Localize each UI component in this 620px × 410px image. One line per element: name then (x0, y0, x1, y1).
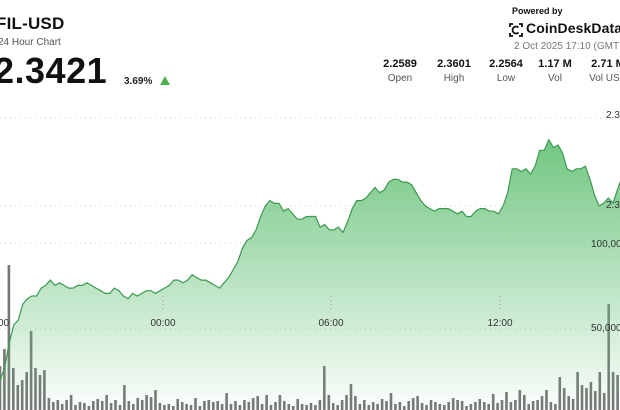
volume-bar (7, 265, 11, 410)
coindesk-logo-icon (509, 23, 523, 37)
x-tick-label: 06:00 (318, 318, 343, 329)
stat-open: 2.2589 Open (370, 58, 430, 84)
up-arrow-icon (160, 76, 170, 85)
current-price: 2.3421 (0, 50, 108, 91)
stat-open-label: Open (387, 73, 413, 84)
stat-open-value: 2.2589 (383, 58, 417, 70)
stat-vol-usd-label: Vol USD (589, 73, 620, 84)
stat-vol-usd-value: 2.71 M (591, 58, 620, 70)
powered-by-label: Powered by (512, 6, 563, 16)
stat-low-label: Low (496, 73, 516, 84)
x-tick-label: 00:00 (150, 318, 175, 329)
tick-labels: 00:00 06:00 12:00 00 2.3 2.30 100,000 50,000 (0, 110, 620, 334)
brand-name: CoinDeskData (526, 20, 620, 36)
price-tick-label: 2.30 (606, 200, 620, 211)
stat-high-value: 2.3601 (437, 58, 471, 70)
stat-vol-label: Vol (548, 73, 562, 84)
volume-tick-label: 100,000 (591, 239, 620, 250)
stat-vol: 1.17 M Vol (525, 58, 585, 84)
x-tick-label-partial: 00 (0, 318, 10, 329)
stat-vol-usd: 2.71 M Vol USD (578, 58, 620, 84)
volume-tick-label: 50,000 (591, 323, 620, 334)
stat-high: 2.3601 High (424, 58, 484, 84)
stat-low-value: 2.2564 (489, 58, 523, 70)
price-area (0, 139, 620, 410)
change-percent: 3.69% (124, 76, 153, 87)
stat-low: 2.2564 Low (476, 58, 536, 84)
price-tick-label: 2.3 (606, 110, 620, 121)
chart-subtitle: 24 Hour Chart (0, 37, 61, 48)
timestamp: 2 Oct 2025 17:10 (GMT (514, 41, 620, 52)
x-tick-label: 12:00 (487, 318, 512, 329)
stat-high-label: High (443, 73, 465, 84)
price-line (0, 138, 620, 381)
stat-vol-value: 1.17 M (538, 58, 572, 70)
pair-title: FIL-USD (0, 14, 65, 33)
